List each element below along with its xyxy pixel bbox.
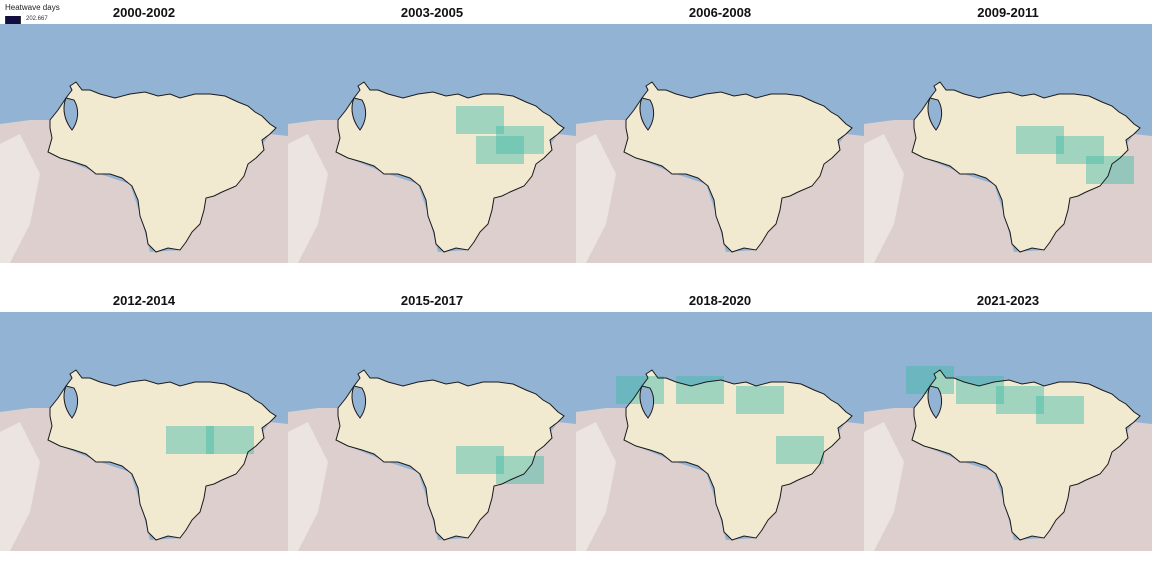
map-panel [288,24,576,263]
heat-cell [166,426,214,454]
venezuela-border [47,81,277,253]
panel-title: 2012-2014 [112,293,176,308]
heat-cell [496,126,544,154]
heat-cell [776,436,824,464]
venezuela [624,370,852,540]
panel-title: 2015-2017 [400,293,464,308]
neighbor-land [576,408,864,551]
panel-title: 2003-2005 [400,5,464,20]
heat-cell [1056,136,1104,164]
lake-maracaibo [351,97,367,131]
andes-relief [864,422,904,551]
map-svg [576,312,864,551]
legend-swatch [5,16,21,27]
venezuela [336,370,564,540]
venezuela-border [911,369,1141,541]
venezuela [48,82,276,252]
map-panel [0,24,288,263]
lake-maracaibo [639,385,655,419]
panel-title: 2021-2023 [976,293,1040,308]
neighbor-land [0,408,288,551]
andes-relief [576,134,616,263]
map-panel [288,312,576,551]
panel-title: 2000-2002 [112,5,176,20]
heat-cell [476,136,524,164]
neighbor-land [0,120,288,263]
heat-cells [166,426,254,454]
panel-title: 2006-2008 [688,5,752,20]
andes-relief [288,422,328,551]
heat-cells [456,446,544,484]
heat-cell [206,426,254,454]
map-panel [0,312,288,551]
map-svg [0,24,288,263]
neighbor-land [576,120,864,263]
andes-relief [0,134,40,263]
legend-title: Heatwave days [5,3,60,12]
heat-cells [456,106,544,164]
map-svg [864,24,1152,263]
heat-cell [456,106,504,134]
map-panel [864,24,1152,263]
neighbor-land [864,120,1152,263]
map-svg [576,24,864,263]
venezuela-border [47,369,277,541]
neighbor-land [864,408,1152,551]
map-panel [576,24,864,263]
map-svg [0,312,288,551]
heat-cell [496,456,544,484]
venezuela [912,82,1140,252]
heat-cell [1016,126,1064,154]
lake-maracaibo [927,385,943,419]
venezuela [336,82,564,252]
venezuela-border [623,369,853,541]
neighbor-land [288,120,576,263]
lake-maracaibo [63,385,79,419]
lake-maracaibo [639,97,655,131]
heat-cell [996,386,1044,414]
map-svg [288,312,576,551]
andes-relief [288,134,328,263]
heat-cell [956,376,1004,404]
venezuela-border [911,81,1141,253]
panel-title: 2018-2020 [688,293,752,308]
lake-maracaibo [63,97,79,131]
venezuela-border [623,81,853,253]
andes-relief [864,134,904,263]
map-svg [288,24,576,263]
map-svg [864,312,1152,551]
heat-cell [736,386,784,414]
map-panel [576,312,864,551]
lake-maracaibo [351,385,367,419]
map-panel [864,312,1152,551]
heat-cell [1036,396,1084,424]
neighbor-land [288,408,576,551]
venezuela-border [335,81,565,253]
venezuela [624,82,852,252]
heat-cell [456,446,504,474]
lake-maracaibo [927,97,943,131]
venezuela [48,370,276,540]
panel-title: 2009-2011 [977,5,1039,20]
legend-label: 202.667 [26,16,48,22]
andes-relief [0,422,40,551]
andes-relief [576,422,616,551]
venezuela [912,370,1140,540]
venezuela-border [335,369,565,541]
heat-cells [1016,126,1134,184]
